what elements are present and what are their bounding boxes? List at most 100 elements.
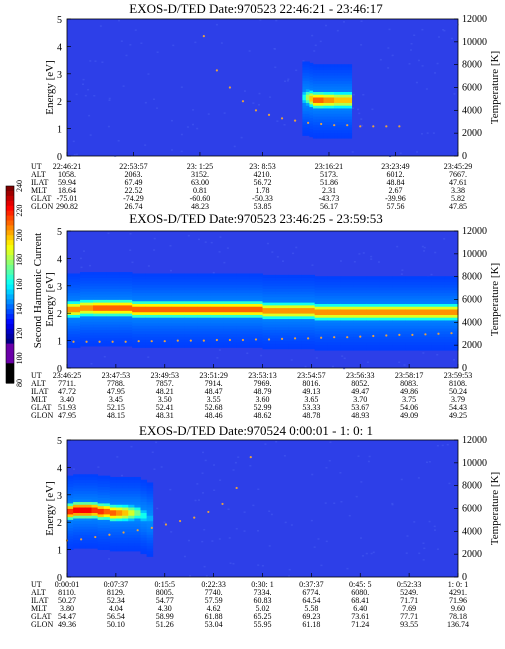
spectrogram-cell [67, 276, 81, 280]
noise-speckle [304, 365, 307, 368]
spectrogram-cell [353, 287, 368, 291]
spectrogram-cell [119, 332, 133, 336]
noise-speckle [75, 93, 78, 96]
spectrogram-cell [405, 303, 420, 307]
spectrogram-cell [392, 284, 407, 288]
y2-tick-label: 8000 [462, 272, 482, 283]
spectrogram-cell [122, 476, 129, 481]
spectrogram-cell [348, 83, 353, 87]
noise-speckle [151, 451, 154, 453]
spectrogram-cell [119, 310, 133, 314]
spectrogram-cell [341, 91, 346, 95]
spectrogram-cell [275, 283, 289, 287]
spectrogram-cell [197, 333, 211, 337]
spectrogram-cell [288, 326, 302, 331]
spectrogram-cell [93, 296, 107, 300]
spectrogram-cell [67, 333, 81, 337]
colorbar-cell [6, 358, 14, 364]
spectrogram-cell [132, 281, 146, 285]
spectrogram-cell [262, 313, 276, 317]
spectrogram-cell [122, 501, 129, 505]
spectrogram-cell [132, 336, 146, 340]
spectrogram-cell [145, 292, 159, 296]
noise-speckle [370, 552, 373, 555]
spectrogram-cell [275, 277, 289, 281]
noise-speckle [240, 136, 243, 139]
noise-speckle [311, 473, 314, 476]
noise-speckle [343, 357, 346, 360]
orbit-cell: 2.67 [388, 186, 402, 195]
orbit-cell: 1058. [58, 170, 76, 179]
orbit-cell: 3.40 [60, 395, 74, 404]
spectrogram-cell [319, 72, 324, 76]
spectrogram-cell [67, 341, 81, 346]
spectrogram-cell [103, 527, 111, 531]
spectrogram-cell [275, 346, 289, 350]
spectrogram-cell [106, 307, 120, 311]
noise-speckle [189, 575, 192, 577]
spectrogram-cell [79, 509, 86, 514]
spectrogram-cell [236, 341, 250, 346]
spectrogram-cell [319, 88, 324, 93]
spectrogram-cell [327, 77, 331, 82]
orbit-cell: 5.02 [256, 604, 270, 613]
noise-speckle [260, 354, 263, 357]
spectrogram-cell [158, 344, 172, 348]
noise-speckle [413, 34, 416, 36]
spectrogram-cell [312, 113, 317, 117]
spectrogram-cell [337, 66, 342, 71]
spectrogram-cell [379, 317, 394, 321]
spectrogram-cell [85, 545, 92, 549]
spectrogram-cell [275, 324, 289, 328]
noise-speckle [425, 88, 428, 90]
spectrogram-cell [116, 523, 123, 527]
spectrogram-cell [119, 296, 133, 300]
spectrogram-cell [327, 300, 342, 305]
spectrogram-cell [344, 121, 349, 125]
spectrogram-cell [109, 523, 117, 527]
spectrogram-cell [302, 129, 307, 134]
spectrogram-cell [197, 309, 211, 313]
spectrogram-cell [444, 289, 459, 294]
spectrogram-cell [327, 97, 331, 101]
spectrogram-cell [109, 542, 117, 546]
spectrogram-cell [119, 277, 133, 281]
orbit-cell: 68.41 [351, 596, 369, 605]
spectrogram-cell [431, 320, 446, 324]
y2-tick-label: 10000 [462, 249, 487, 260]
spectrogram-cell [132, 284, 146, 288]
spectrogram-cell [236, 287, 250, 291]
noise-speckle [399, 152, 402, 154]
spectrogram-cell [67, 494, 74, 498]
spectrogram-cell [353, 289, 368, 294]
spectrogram-cell [379, 325, 394, 329]
colorbar-tick-label: 240 [15, 180, 24, 192]
spectrogram-cell [67, 483, 74, 487]
spectrogram-cell [431, 322, 446, 326]
noise-speckle [358, 253, 361, 255]
noise-speckle [413, 521, 416, 523]
temperature-point [85, 340, 88, 343]
spectrogram-cell [262, 302, 276, 306]
y2-tick-label: 0 [462, 151, 467, 162]
spectrogram-cell [337, 110, 342, 114]
colorbar-cell [6, 230, 14, 236]
y-tick-label: 3 [57, 282, 62, 293]
spectrogram-cell [348, 94, 353, 98]
spectrogram-cell [140, 531, 148, 535]
spectrogram-cell [431, 336, 446, 340]
spectrogram-cell [327, 121, 331, 125]
y2-tick-label: 2000 [462, 128, 482, 139]
noise-speckle [357, 455, 360, 457]
orbit-cell: 0:00:01 [55, 580, 79, 589]
spectrogram-cell [418, 284, 433, 288]
spectrogram-cell [106, 321, 120, 325]
spectrogram-cell [405, 325, 420, 329]
orbit-cell: 47.95 [107, 387, 125, 396]
noise-speckle [180, 150, 183, 153]
orbit-cell: 0:22:33 [201, 580, 225, 589]
spectrogram-cell [109, 512, 117, 516]
noise-speckle [204, 459, 207, 462]
spectrogram-cell [197, 322, 211, 326]
spectrogram-cell [80, 315, 94, 320]
